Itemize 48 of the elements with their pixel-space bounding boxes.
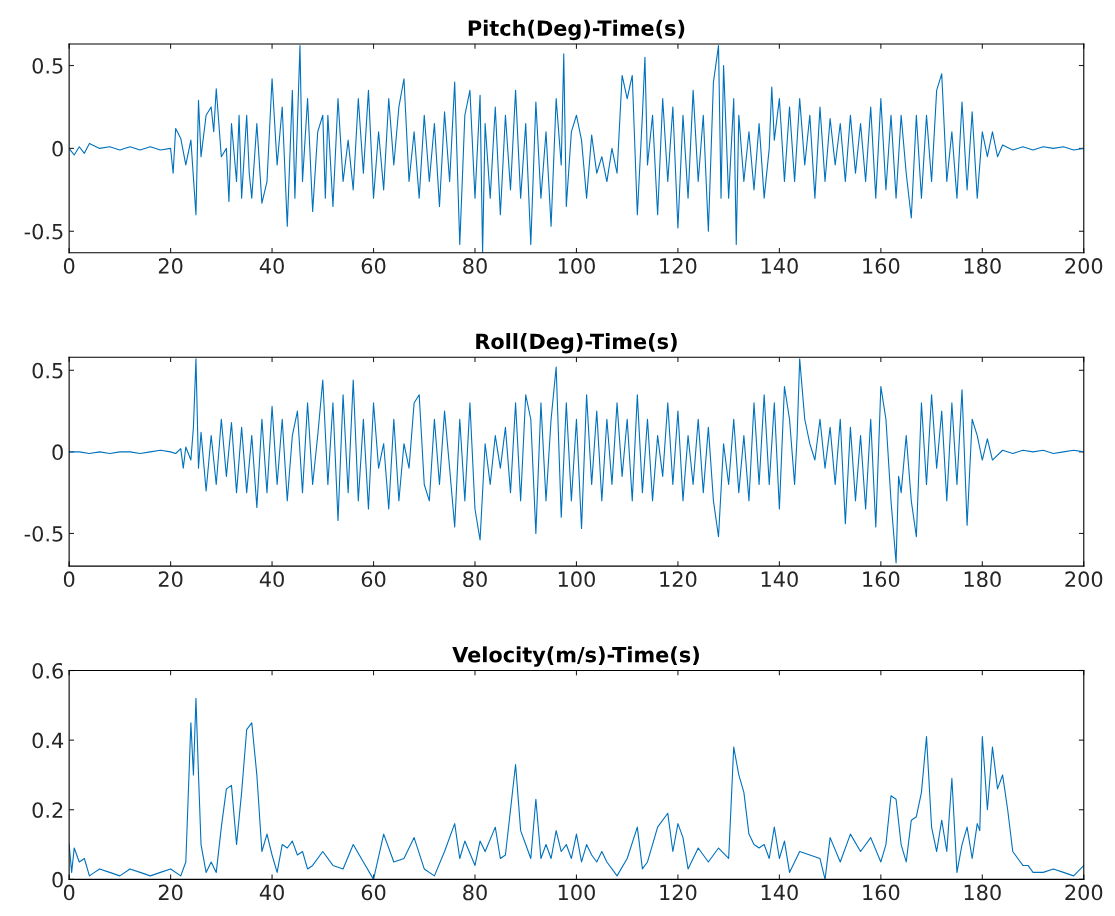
x-tick-label: 200 (1065, 884, 1103, 901)
x-tick-label: 140 (761, 884, 798, 901)
x-tick-label: 140 (761, 258, 798, 274)
line-series (69, 358, 1084, 564)
chart-title: Roll(Deg)-Time(s) (476, 333, 677, 354)
x-tick-label: 0 (63, 258, 75, 274)
x-tick-label: 100 (558, 884, 595, 901)
x-tick-label: 60 (361, 258, 386, 274)
chart-title: Pitch(Deg)-Time(s) (468, 19, 685, 41)
x-tick-label: 140 (761, 571, 798, 588)
y-tick-label: 0 (52, 871, 63, 888)
x-tick-label: 100 (558, 571, 595, 588)
x-tick-label: 80 (463, 258, 487, 274)
x-tick-label: 20 (158, 571, 183, 588)
x-tick-label: 60 (361, 884, 386, 901)
x-tick-label: 100 (558, 258, 595, 274)
x-tick-label: 160 (863, 884, 900, 901)
y-tick-label: 0 (52, 444, 63, 461)
y-tick-label: 0.2 (32, 802, 63, 818)
x-tick-label: 0 (63, 884, 75, 901)
x-tick-label: 20 (158, 884, 183, 901)
y-tick-label: 0.5 (32, 362, 63, 379)
y-tick-label: -0.5 (24, 223, 63, 240)
x-tick-label: 40 (259, 884, 284, 901)
x-tick-label: 180 (964, 258, 1001, 274)
x-tick-label: 160 (863, 571, 900, 588)
x-tick-label: 0 (63, 571, 75, 588)
x-tick-label: 180 (964, 884, 1001, 901)
x-tick-label: 80 (463, 571, 487, 588)
x-tick-label: 80 (463, 884, 487, 901)
x-tick-label: 60 (361, 571, 386, 588)
line-series (69, 45, 1084, 253)
x-tick-label: 120 (660, 258, 697, 274)
y-tick-label: 0.4 (32, 732, 64, 749)
x-tick-label: 40 (259, 258, 284, 274)
x-tick-label: 200 (1065, 258, 1103, 274)
x-tick-label: 40 (259, 571, 284, 588)
x-tick-label: 120 (660, 571, 697, 588)
x-tick-label: 200 (1065, 571, 1103, 588)
y-tick-label: -0.5 (24, 525, 63, 542)
chart-title: Velocity(m/s)-Time(s) (452, 646, 699, 667)
y-tick-label: 0 (52, 140, 63, 157)
y-tick-label: 0.6 (32, 662, 63, 679)
x-tick-label: 120 (660, 884, 697, 901)
x-tick-label: 160 (863, 258, 900, 274)
x-tick-label: 20 (158, 258, 183, 274)
x-tick-label: 180 (964, 571, 1001, 588)
y-tick-label: 0.5 (32, 57, 63, 74)
